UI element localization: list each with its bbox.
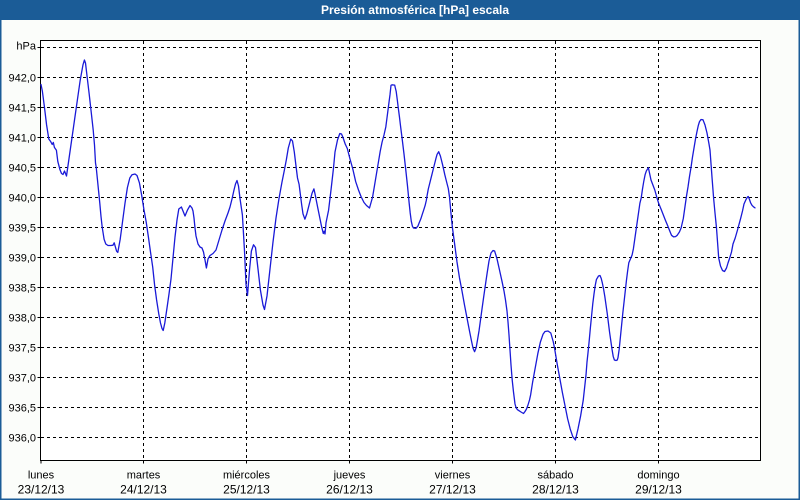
svg-text:23/12/13: 23/12/13 — [18, 483, 65, 497]
svg-text:jueves: jueves — [333, 470, 366, 482]
svg-text:lunes: lunes — [28, 470, 55, 482]
svg-text:937,0: 937,0 — [8, 373, 36, 385]
svg-text:938,5: 938,5 — [8, 283, 36, 295]
svg-text:miércoles: miércoles — [223, 470, 271, 482]
svg-text:26/12/13: 26/12/13 — [326, 483, 373, 497]
svg-text:viernes: viernes — [435, 470, 471, 482]
svg-text:939,0: 939,0 — [8, 253, 36, 265]
svg-text:25/12/13: 25/12/13 — [223, 483, 270, 497]
svg-text:domingo: domingo — [637, 470, 679, 482]
svg-text:936,0: 936,0 — [8, 433, 36, 445]
svg-text:941,5: 941,5 — [8, 103, 36, 115]
svg-text:27/12/13: 27/12/13 — [429, 483, 476, 497]
svg-text:martes: martes — [127, 470, 161, 482]
svg-text:940,0: 940,0 — [8, 193, 36, 205]
svg-text:29/12/13: 29/12/13 — [635, 483, 682, 497]
svg-text:24/12/13: 24/12/13 — [120, 483, 167, 497]
svg-text:942,0: 942,0 — [8, 73, 36, 85]
svg-text:hPa: hPa — [16, 41, 36, 53]
svg-text:28/12/13: 28/12/13 — [532, 483, 579, 497]
svg-text:sábado: sábado — [537, 470, 573, 482]
svg-text:937,5: 937,5 — [8, 343, 36, 355]
svg-text:936,5: 936,5 — [8, 403, 36, 415]
svg-text:940,5: 940,5 — [8, 163, 36, 175]
svg-text:941,0: 941,0 — [8, 133, 36, 145]
svg-text:939,5: 939,5 — [8, 223, 36, 235]
svg-text:938,0: 938,0 — [8, 313, 36, 325]
